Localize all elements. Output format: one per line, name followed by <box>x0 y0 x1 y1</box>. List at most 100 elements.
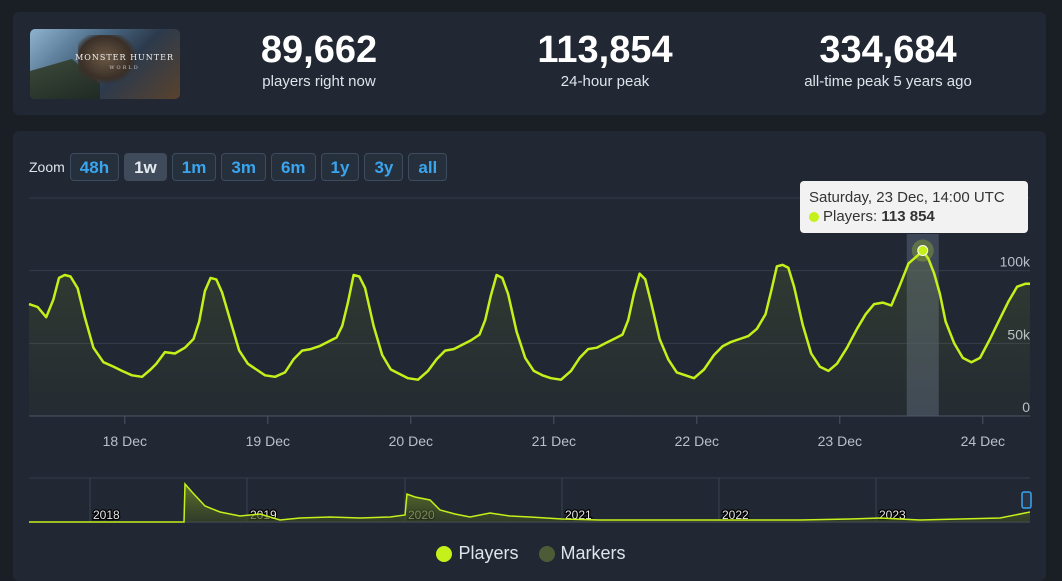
zoom-1w-button[interactable]: 1w <box>124 153 167 181</box>
players-data-point <box>939 293 941 295</box>
players-data-point <box>301 349 303 351</box>
legend-item-markers[interactable]: Markers <box>538 543 626 564</box>
players-data-point <box>417 378 419 380</box>
players-data-point <box>730 341 732 343</box>
x-tick-label: 23 Dec <box>818 433 862 449</box>
players-data-point <box>84 316 86 318</box>
players-data-point <box>155 362 157 364</box>
navigator-area <box>184 484 1030 522</box>
players-data-point <box>776 265 778 267</box>
navigator[interactable]: 201820192020202120222023 <box>29 477 1032 523</box>
stats-panel: MONSTER HUNTER WORLD 89,662 players righ… <box>13 12 1046 115</box>
players-data-point <box>667 358 669 360</box>
legend-swatch-icon <box>538 545 555 562</box>
series-dot-icon <box>809 212 819 223</box>
players-data-point <box>174 352 176 354</box>
stat-value: 334,684 <box>819 29 957 71</box>
players-data-point <box>604 342 606 344</box>
players-data-point <box>92 346 94 348</box>
players-data-point <box>899 284 901 286</box>
x-tick-label: 21 Dec <box>532 433 576 449</box>
players-data-point <box>970 361 972 363</box>
players-data-point <box>204 290 206 292</box>
players-data-point <box>341 325 343 327</box>
players-data-point <box>390 368 392 370</box>
players-data-point <box>310 348 312 350</box>
players-data-point <box>495 274 497 276</box>
highlight-point[interactable] <box>917 245 929 257</box>
zoom-3y-button[interactable]: 3y <box>364 153 404 181</box>
players-data-point <box>1016 285 1018 287</box>
players-data-point <box>501 277 503 279</box>
players-data-point <box>141 376 143 378</box>
players-data-point <box>621 333 623 335</box>
players-data-point <box>999 317 1001 319</box>
stat-24h-peak: 113,854 24-hour peak <box>485 28 725 92</box>
players-data-point <box>209 277 211 279</box>
zoom-48h-button[interactable]: 48h <box>69 153 120 181</box>
players-data-point <box>318 345 320 347</box>
players-data-point <box>827 370 829 372</box>
x-axis-ticks: 18 Dec 19 Dec 20 Dec 21 Dec 22 Dec 23 Dec 24 D… <box>103 416 1005 449</box>
plot-area <box>28 239 1031 416</box>
players-data-point <box>596 346 598 348</box>
players-data-point <box>953 342 955 344</box>
chart-tooltip: Saturday, 23 Dec, 14:00 UTC Players: 113… <box>800 181 1028 233</box>
players-data-point <box>873 303 875 305</box>
stat-label: all-time peak 5 years ago <box>804 73 972 90</box>
players-data-point <box>444 349 446 351</box>
game-logo-subtitle: WORLD <box>109 65 140 71</box>
players-data-point <box>638 272 640 274</box>
players-data-point <box>944 320 946 322</box>
players-series-line[interactable] <box>28 249 1030 381</box>
players-data-point <box>882 301 884 303</box>
players-data-point <box>484 319 486 321</box>
players-data-point <box>52 299 54 301</box>
navigator-line <box>29 482 1031 523</box>
players-data-point <box>221 291 223 293</box>
zoom-6m-button[interactable]: 6m <box>270 153 316 181</box>
players-data-point <box>335 336 337 338</box>
tooltip-row: Players: 113 854 <box>809 208 935 225</box>
players-data-point <box>149 368 151 370</box>
players-data-point <box>215 278 217 280</box>
x-tick-label: 20 Dec <box>389 433 433 449</box>
game-thumbnail[interactable]: MONSTER HUNTER WORLD <box>30 29 180 99</box>
players-data-point <box>633 293 635 295</box>
players-data-point <box>407 377 409 379</box>
players-data-point <box>507 293 509 295</box>
zoom-3m-button[interactable]: 3m <box>221 153 266 181</box>
navigator-handle-icon[interactable] <box>1021 491 1032 509</box>
players-data-point <box>764 313 766 315</box>
players-data-point <box>578 357 580 359</box>
players-data-point <box>541 374 543 376</box>
players-data-point <box>933 272 935 274</box>
players-data-point <box>121 370 123 372</box>
zoom-1y-button[interactable]: 1y <box>320 153 360 181</box>
zoom-all-button[interactable]: all <box>408 153 448 181</box>
navigator-year-label: 2018 <box>93 508 120 522</box>
zoom-1m-button[interactable]: 1m <box>171 153 217 181</box>
players-data-point <box>238 349 240 351</box>
players-data-point <box>45 316 47 318</box>
players-data-point <box>747 335 749 337</box>
x-tick-label: 22 Dec <box>675 433 719 449</box>
players-data-point <box>676 371 678 373</box>
game-logo: MONSTER HUNTER WORLD <box>75 53 174 73</box>
legend-item-players[interactable]: Players <box>436 543 519 564</box>
legend-label: Players <box>458 543 519 563</box>
navigator-year-label: 2022 <box>722 508 749 522</box>
players-data-point <box>184 346 186 348</box>
players-data-point <box>453 348 455 350</box>
stat-all-time-peak: 334,684 all-time peak 5 years ago <box>768 28 1008 92</box>
players-data-point <box>533 370 535 372</box>
players-data-point <box>1029 283 1031 285</box>
players-data-point <box>781 264 783 266</box>
players-data-point <box>693 377 695 379</box>
players-area <box>29 250 1030 416</box>
x-tick-label: 18 Dec <box>103 433 147 449</box>
players-data-point <box>427 370 429 372</box>
players-data-point <box>347 301 349 303</box>
players-data-point <box>793 285 795 287</box>
